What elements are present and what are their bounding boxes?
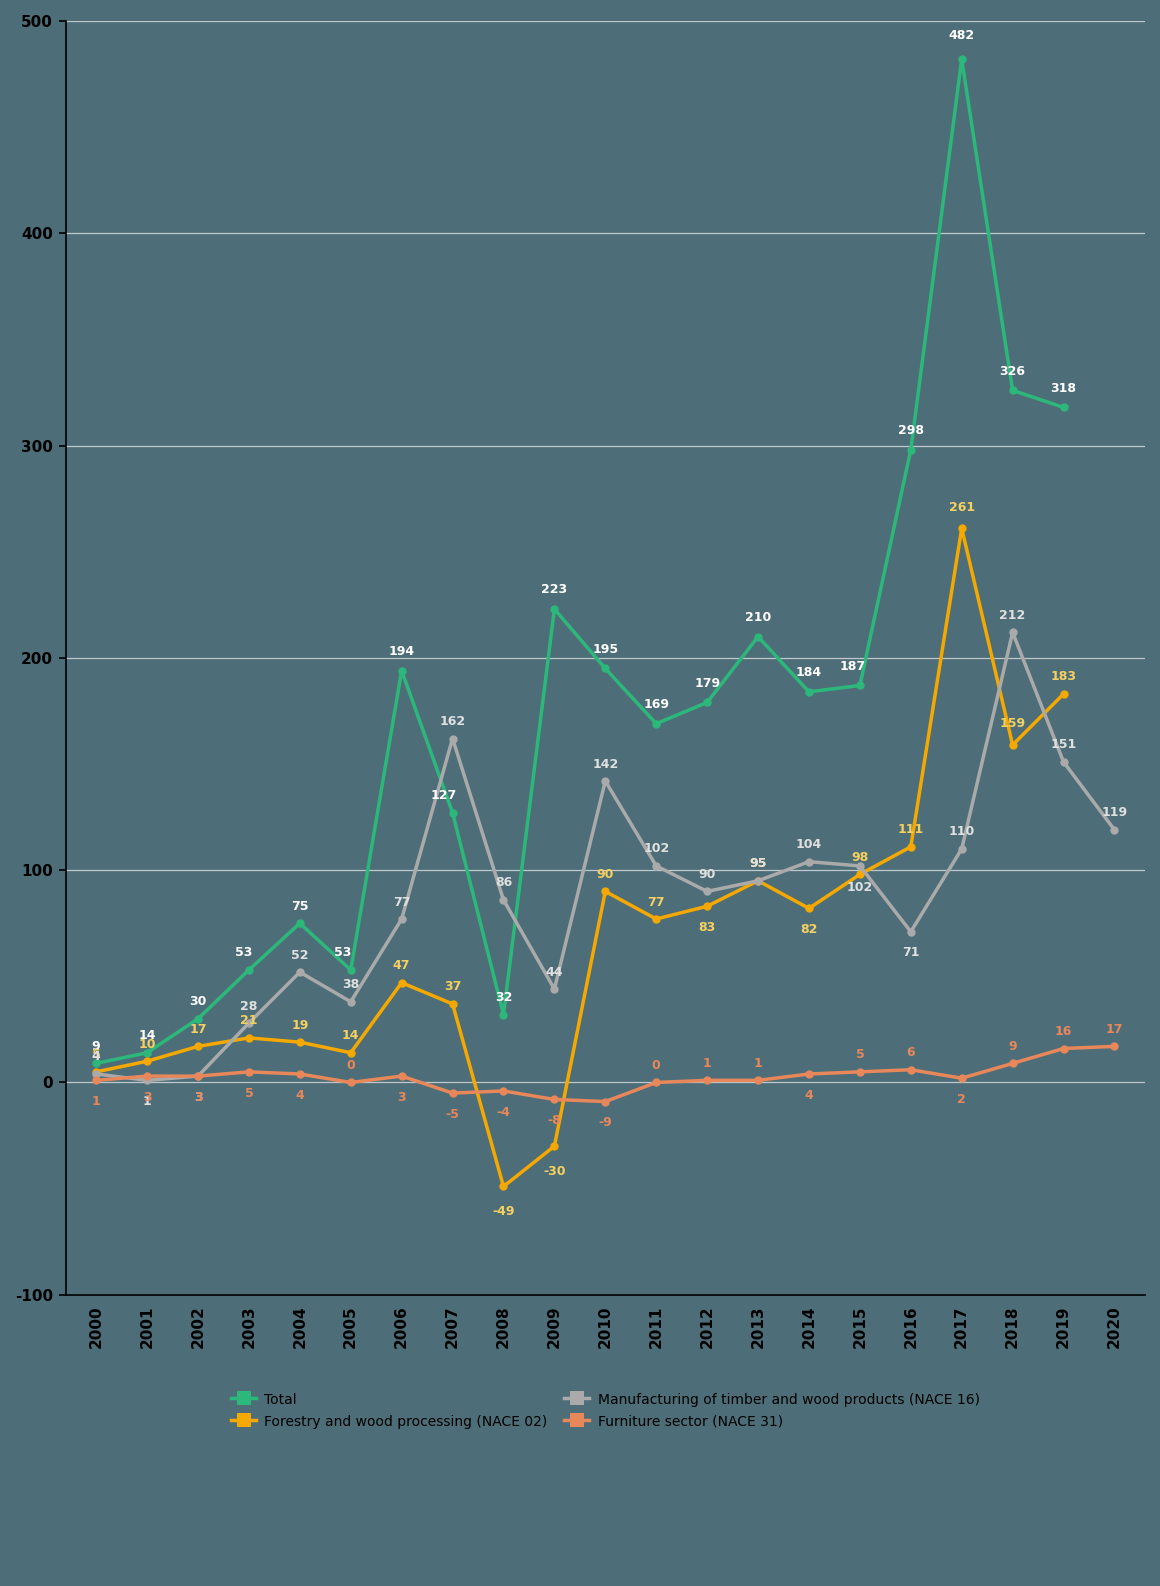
Text: 3: 3 [398, 1091, 406, 1104]
Text: 318: 318 [1051, 382, 1076, 395]
Legend: Total, Forestry and wood processing (NACE 02), Manufacturing of timber and wood : Total, Forestry and wood processing (NAC… [225, 1386, 985, 1434]
Text: 482: 482 [949, 30, 974, 43]
Text: 5: 5 [245, 1086, 253, 1099]
Text: 82: 82 [800, 923, 818, 936]
Text: 14: 14 [342, 1029, 360, 1042]
Text: 19: 19 [291, 1018, 309, 1031]
Text: 17: 17 [1105, 1023, 1123, 1036]
Text: -30: -30 [543, 1166, 566, 1178]
Text: 184: 184 [796, 666, 822, 679]
Text: -4: -4 [496, 1105, 510, 1118]
Text: 4: 4 [805, 1088, 813, 1102]
Text: 102: 102 [643, 842, 669, 855]
Text: 83: 83 [698, 921, 716, 934]
Text: 10: 10 [138, 1037, 155, 1052]
Text: 53: 53 [235, 947, 253, 960]
Text: 210: 210 [745, 611, 771, 623]
Text: 223: 223 [542, 584, 567, 596]
Text: 95: 95 [749, 858, 767, 871]
Text: 0: 0 [347, 1059, 355, 1072]
Text: 2: 2 [957, 1093, 966, 1105]
Text: 9: 9 [1008, 1040, 1017, 1053]
Text: 102: 102 [847, 880, 873, 893]
Text: 16: 16 [1054, 1025, 1072, 1037]
Text: 44: 44 [545, 966, 563, 979]
Text: 32: 32 [495, 991, 513, 1004]
Text: 179: 179 [694, 677, 720, 690]
Text: 6: 6 [906, 1047, 915, 1059]
Text: -9: -9 [599, 1117, 612, 1129]
Text: 162: 162 [440, 715, 465, 728]
Text: 90: 90 [698, 868, 716, 880]
Text: 3: 3 [143, 1091, 152, 1104]
Text: 17: 17 [189, 1023, 206, 1036]
Text: 111: 111 [898, 823, 923, 836]
Text: 3: 3 [194, 1091, 202, 1104]
Text: 21: 21 [240, 1015, 258, 1028]
Text: 0: 0 [652, 1059, 660, 1072]
Text: 194: 194 [389, 646, 415, 658]
Text: 47: 47 [393, 960, 411, 972]
Text: 28: 28 [240, 999, 258, 1012]
Text: 37: 37 [444, 980, 462, 993]
Text: 183: 183 [1051, 671, 1076, 684]
Text: 127: 127 [430, 790, 457, 803]
Text: -8: -8 [548, 1115, 561, 1128]
Text: 90: 90 [596, 868, 614, 880]
Text: 95: 95 [749, 858, 767, 871]
Text: 9: 9 [92, 1040, 101, 1053]
Text: 159: 159 [1000, 717, 1025, 730]
Text: 187: 187 [839, 660, 865, 672]
Text: 104: 104 [796, 837, 822, 852]
Text: 77: 77 [393, 896, 411, 909]
Text: 30: 30 [189, 996, 206, 1009]
Text: 110: 110 [949, 825, 974, 839]
Text: 1: 1 [92, 1094, 101, 1109]
Text: 212: 212 [1000, 609, 1025, 622]
Text: 3: 3 [194, 1091, 202, 1104]
Text: 52: 52 [291, 948, 309, 961]
Text: 326: 326 [1000, 365, 1025, 377]
Text: 38: 38 [342, 979, 360, 991]
Text: 195: 195 [593, 642, 618, 657]
Text: 169: 169 [644, 698, 669, 711]
Text: 14: 14 [138, 1029, 155, 1042]
Text: 1: 1 [754, 1056, 762, 1071]
Text: 261: 261 [949, 501, 974, 514]
Text: -5: -5 [445, 1107, 459, 1121]
Text: 77: 77 [647, 896, 665, 909]
Text: 142: 142 [593, 758, 618, 771]
Text: 1: 1 [703, 1056, 711, 1071]
Text: 298: 298 [898, 423, 923, 438]
Text: -49: -49 [492, 1205, 515, 1218]
Text: 75: 75 [291, 899, 309, 914]
Text: 5: 5 [92, 1048, 101, 1061]
Text: 151: 151 [1051, 739, 1076, 752]
Text: 86: 86 [495, 877, 512, 890]
Text: 98: 98 [851, 852, 869, 864]
Text: 5: 5 [856, 1048, 864, 1061]
Text: 1: 1 [143, 1094, 152, 1109]
Text: 71: 71 [902, 947, 920, 960]
Text: 119: 119 [1101, 806, 1128, 820]
Text: 4: 4 [296, 1088, 304, 1102]
Text: 4: 4 [92, 1050, 101, 1064]
Text: 53: 53 [334, 947, 351, 960]
